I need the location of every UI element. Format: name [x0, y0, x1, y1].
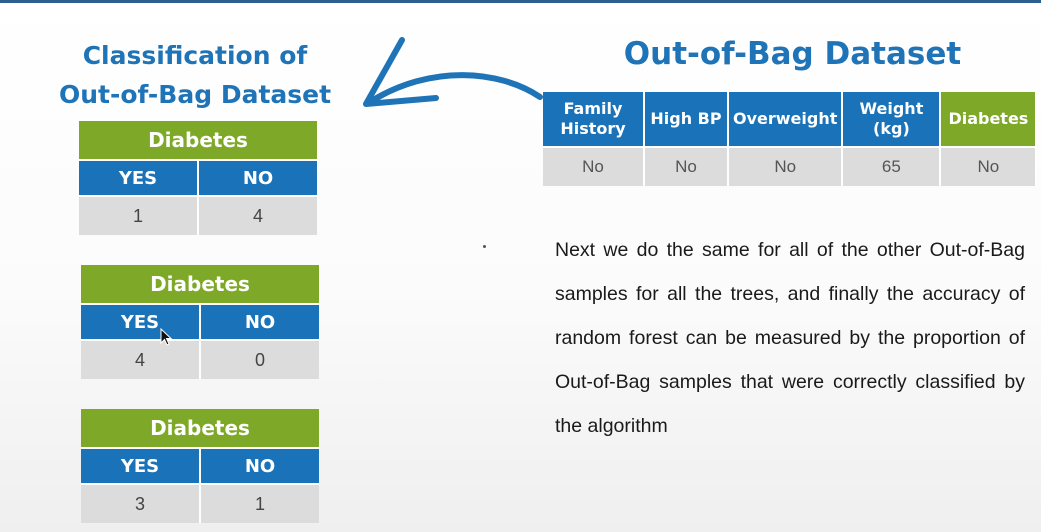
yes-label: YES	[79, 161, 197, 197]
no-label: NO	[197, 161, 317, 197]
yes-label: YES	[81, 449, 199, 485]
no-value: 1	[199, 485, 319, 523]
table-cell: No	[644, 147, 729, 186]
yes-value: 3	[81, 485, 199, 523]
yes-value: 1	[79, 197, 197, 235]
explanation-paragraph: Next we do the same for all of the other…	[555, 239, 1025, 437]
column-header: Diabetes	[940, 92, 1038, 148]
no-label: NO	[199, 305, 319, 341]
table-cell: No	[728, 147, 844, 186]
left-title-line-2: Out-of-Bag Dataset	[58, 80, 332, 109]
out-of-bag-table: Family History High BP Overweight Weight…	[543, 92, 1038, 186]
yes-label: YES	[81, 305, 199, 341]
table-cell: No	[543, 147, 645, 186]
table-header-row: Family History High BP Overweight Weight…	[543, 92, 1038, 148]
column-header: High BP	[644, 92, 729, 148]
table-cell: No	[940, 147, 1038, 186]
column-header: Family History	[543, 92, 645, 148]
left-title: Classification of Out-of-Bag Dataset	[40, 36, 350, 114]
stray-dot	[483, 245, 486, 248]
top-accent-bar	[0, 0, 1041, 3]
table-header: Diabetes	[81, 409, 319, 449]
table-header: Diabetes	[81, 265, 319, 305]
column-header: Weight (kg)	[842, 92, 942, 148]
table-cell: 65	[842, 147, 942, 186]
table-header: Diabetes	[79, 121, 317, 161]
no-value: 0	[199, 341, 319, 379]
column-header: Overweight	[728, 92, 844, 148]
no-value: 4	[197, 197, 317, 235]
diabetes-table-1: Diabetes YES NO 1 4	[79, 121, 317, 235]
mouse-pointer-icon	[160, 328, 173, 346]
right-title: Out-of-Bag Dataset	[623, 36, 962, 72]
diabetes-table-3: Diabetes YES NO 3 1	[81, 409, 319, 523]
no-label: NO	[199, 449, 319, 485]
table-row: No No No 65 No	[543, 147, 1038, 186]
left-title-line-1: Classification of	[82, 41, 308, 70]
yes-value: 4	[81, 341, 199, 379]
diabetes-table-2: Diabetes YES NO 4 0	[81, 265, 319, 379]
